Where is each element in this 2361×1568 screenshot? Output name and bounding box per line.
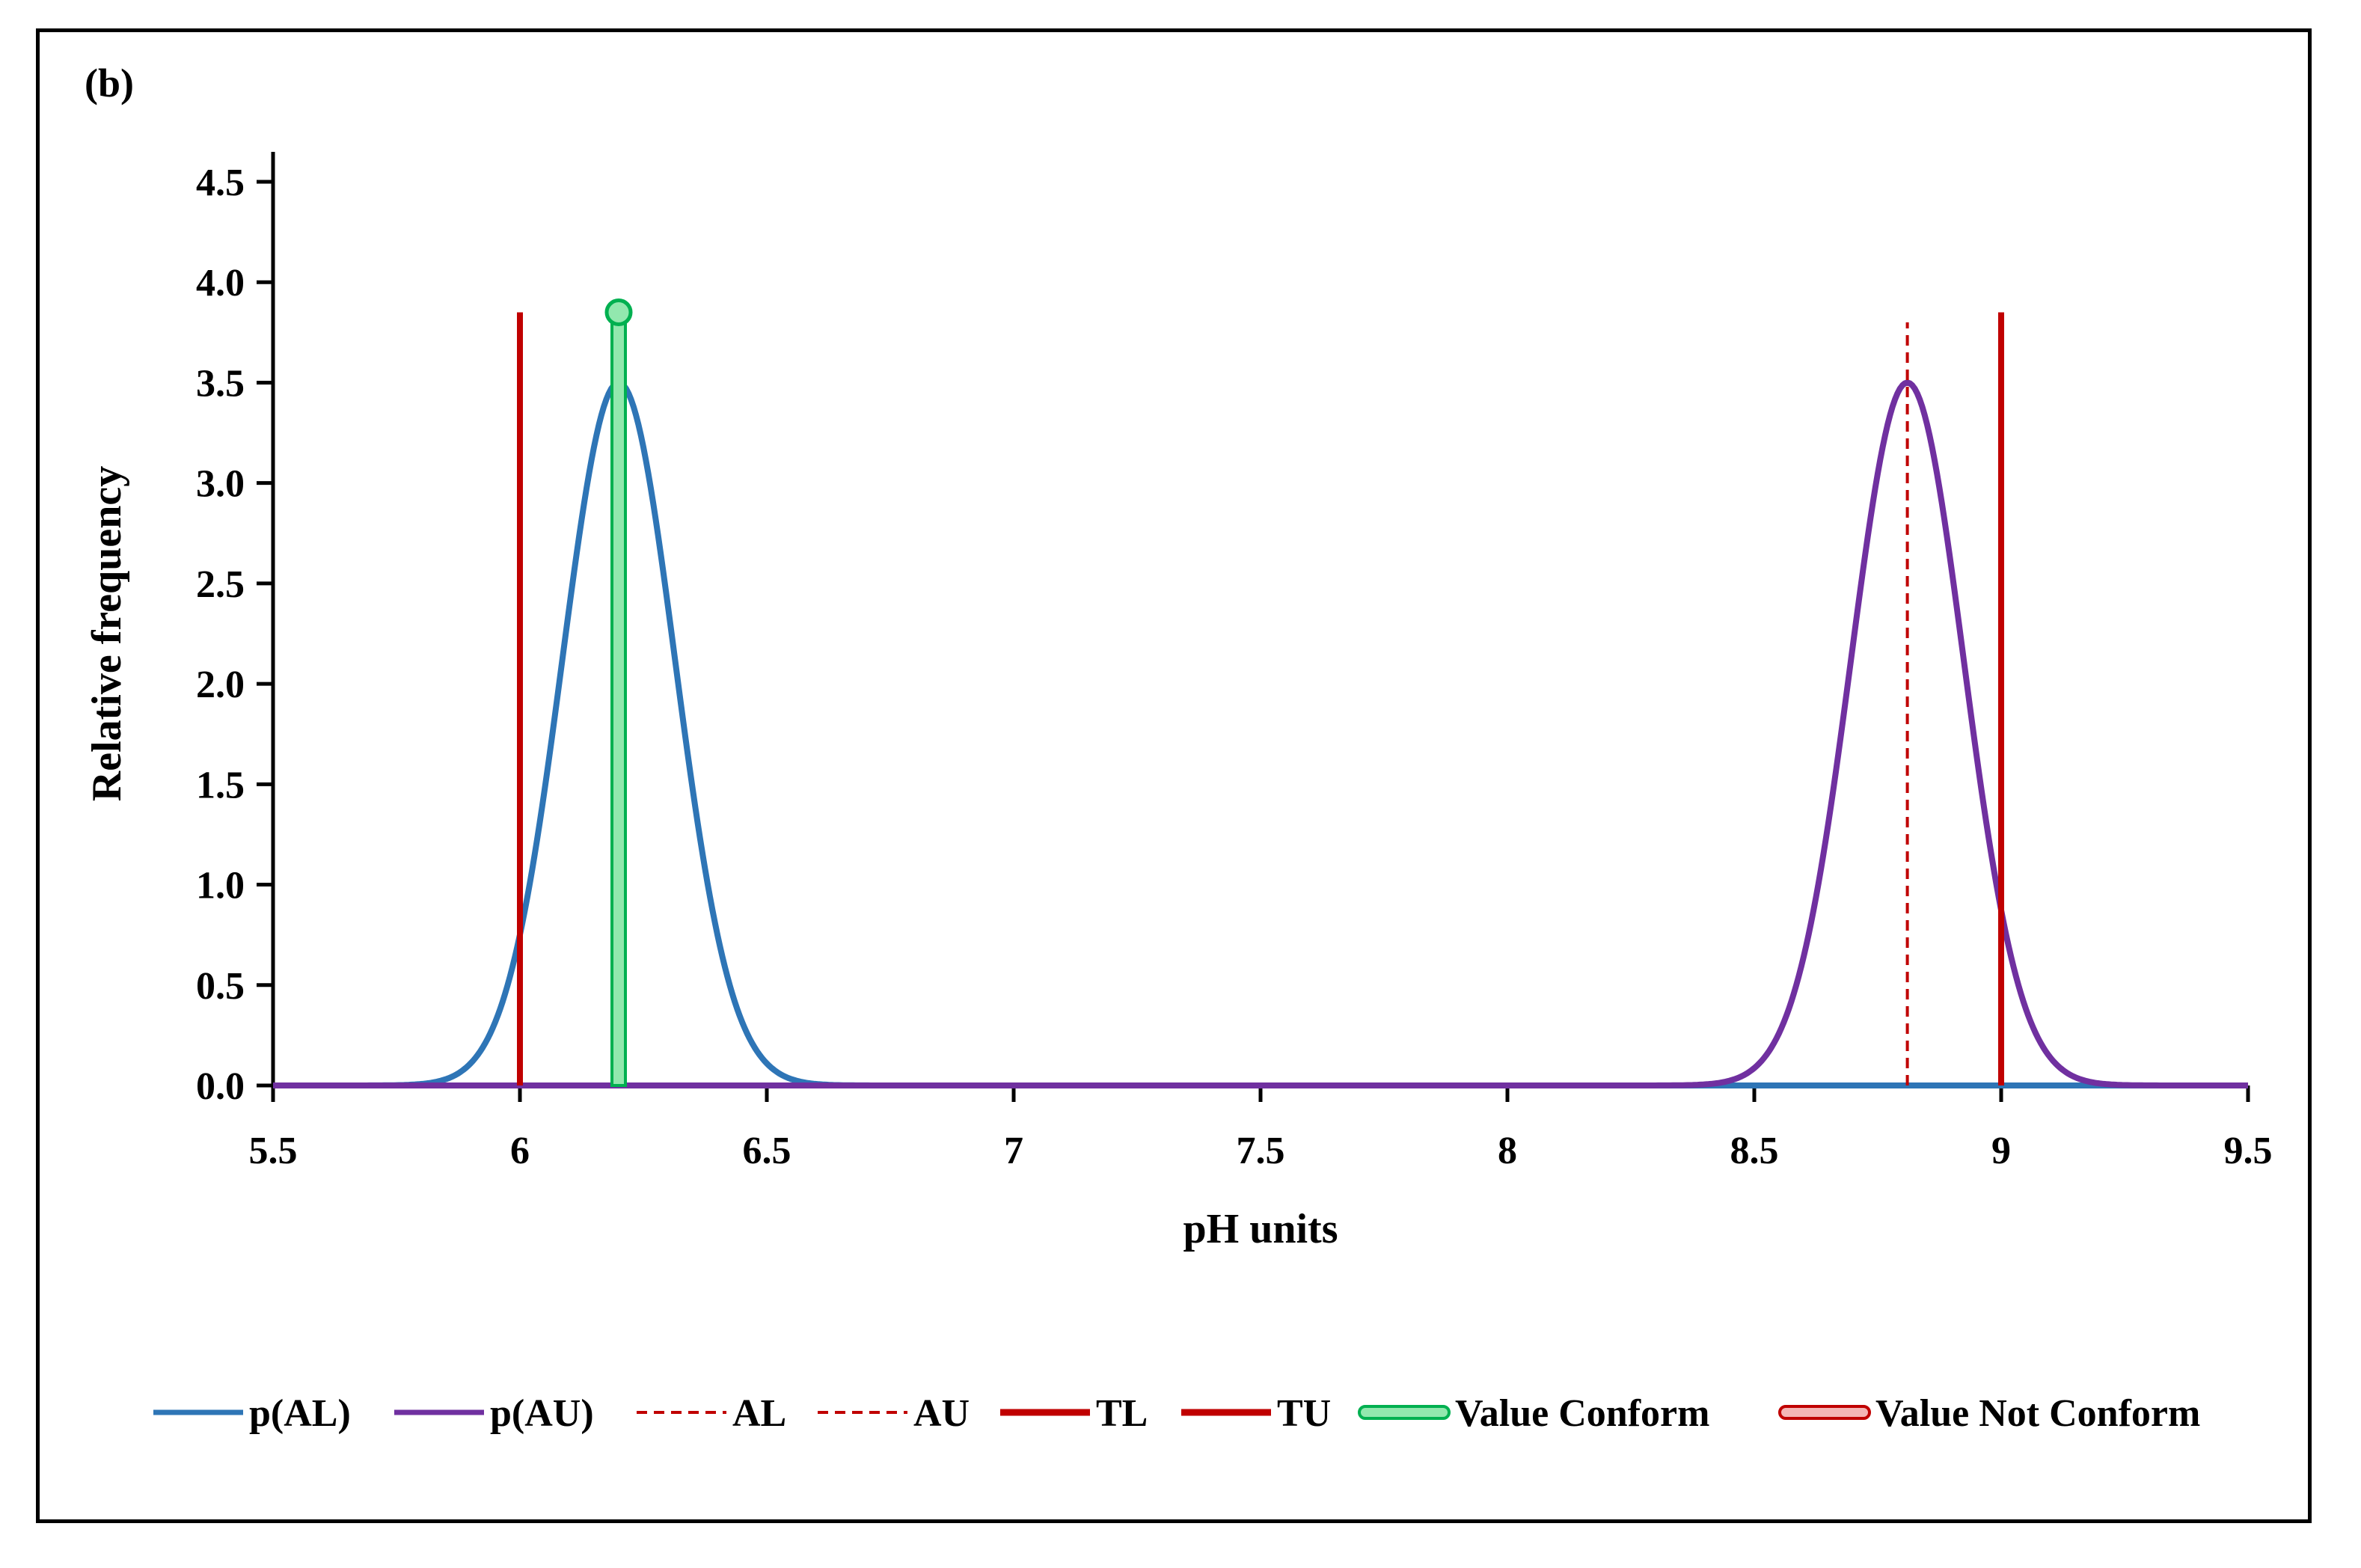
- y-tick-label: 3.0: [196, 463, 245, 506]
- legend-label-value-not-conform: Value Not Conform: [1875, 1392, 2200, 1435]
- series-p-al-curve: [272, 379, 2249, 1088]
- y-tick-label: 3.5: [196, 362, 245, 405]
- x-tick-label: 7: [1004, 1130, 1023, 1172]
- legend-swatch-value-not-conform: [1778, 1405, 1871, 1420]
- value-conform-point: [604, 298, 633, 326]
- x-tick-label: 5.5: [249, 1130, 298, 1172]
- y-tick-label: 1.0: [196, 865, 245, 907]
- y-tick-label: 4.0: [196, 262, 245, 304]
- x-axis-title: pH units: [1183, 1206, 1338, 1252]
- x-tick-label: 8.5: [1730, 1130, 1779, 1172]
- legend-label-p-au: p(AU): [490, 1392, 594, 1435]
- y-tick-label: 0.0: [196, 1065, 245, 1108]
- legend-label-tu: TU: [1277, 1392, 1331, 1435]
- legend-label-al: AL: [732, 1392, 786, 1435]
- y-tick-label: 2.0: [196, 664, 245, 706]
- y-tick-label: 4.5: [196, 162, 245, 204]
- legend-label-tl: TL: [1096, 1392, 1148, 1435]
- legend-swatch-value-conform: [1358, 1405, 1451, 1420]
- x-tick-label: 9.5: [2224, 1130, 2273, 1172]
- x-tick-label: 8: [1498, 1130, 1517, 1172]
- legend-label-p-al: p(AL): [249, 1392, 351, 1435]
- x-tick-label: 7.5: [1237, 1130, 1285, 1172]
- x-tick-label: 6: [510, 1130, 530, 1172]
- legend-label-au: AU: [913, 1392, 970, 1435]
- x-tick-label: 6.5: [743, 1130, 791, 1172]
- chart-frame: (b) 0.0 0.5 1.0 1.5 2.0 2.5 3.0 3.5 4.0 4.5 5.5 6 6.5…: [36, 28, 2312, 1523]
- y-tick-label: 2.5: [196, 563, 245, 606]
- y-axis-title: Relative frequency: [84, 466, 130, 801]
- series-p-au-curve: [272, 379, 2249, 1088]
- y-tick-label: 0.5: [196, 965, 245, 1008]
- chart-svg: (b) 0.0 0.5 1.0 1.5 2.0 2.5 3.0 3.5 4.0 4.5 5.5 6 6.5…: [84, 61, 2273, 1435]
- panel-label: (b): [85, 61, 134, 105]
- legend-label-value-conform: Value Conform: [1455, 1392, 1709, 1435]
- x-tick-label: 9: [1991, 1130, 2011, 1172]
- value-conform-bar: [610, 310, 627, 1087]
- y-tick-label: 1.5: [196, 764, 245, 806]
